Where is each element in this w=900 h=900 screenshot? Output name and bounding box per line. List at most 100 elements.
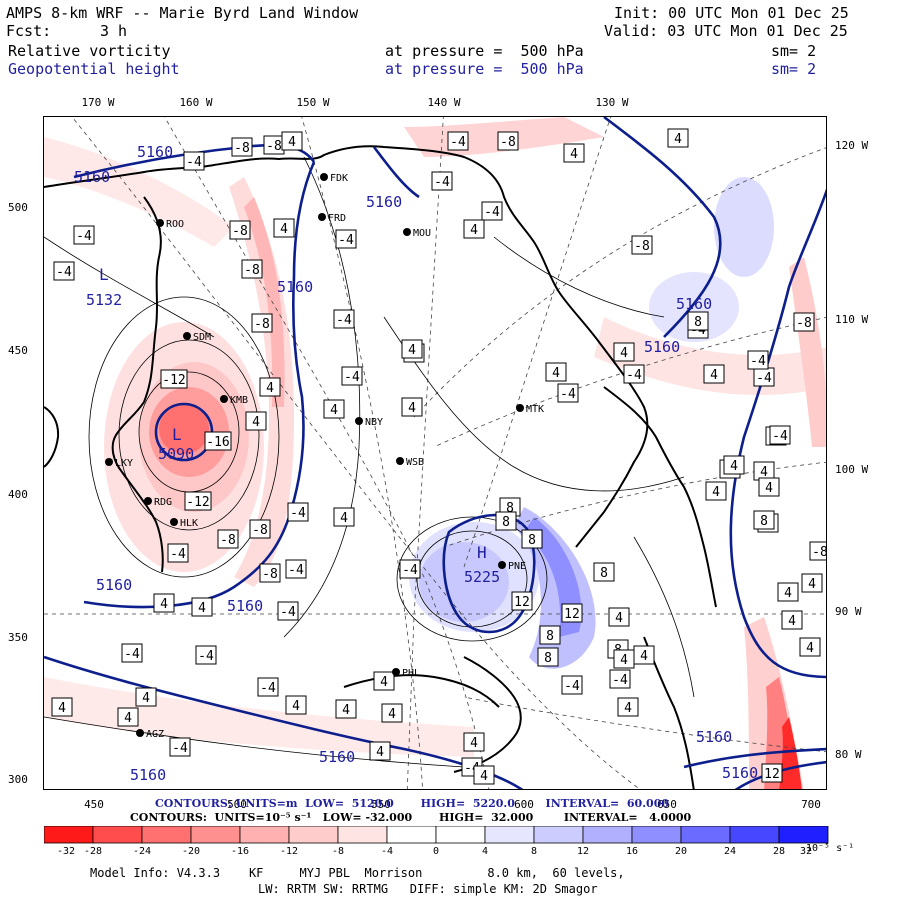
svg-text:-8: -8 bbox=[220, 533, 236, 548]
vorticity-label: 12 bbox=[561, 603, 583, 623]
lon-label: 140 W bbox=[427, 96, 461, 109]
vorticity-label: 4 bbox=[781, 610, 803, 630]
svg-text:-4: -4 bbox=[484, 205, 500, 220]
svg-text:-4: -4 bbox=[756, 371, 772, 386]
svg-text:-8: -8 bbox=[262, 567, 278, 582]
vorticity-label: -4 bbox=[609, 669, 631, 689]
svg-text:8: 8 bbox=[694, 315, 702, 330]
vorticity-label: 4 bbox=[617, 697, 639, 717]
svg-text:-16: -16 bbox=[206, 435, 229, 450]
svg-text:4: 4 bbox=[640, 649, 648, 664]
colorbar-tick: -24 bbox=[132, 846, 152, 857]
svg-text:-4: -4 bbox=[56, 265, 72, 280]
svg-text:4: 4 bbox=[408, 401, 416, 416]
vorticity-label: -4 bbox=[557, 383, 579, 403]
vorticity-label: -8 bbox=[229, 220, 251, 240]
colorbar-tick: -16 bbox=[230, 846, 250, 857]
svg-text:-4: -4 bbox=[626, 368, 642, 383]
vorticity-label: -12 bbox=[160, 369, 188, 389]
vorticity-label: 4 bbox=[633, 645, 655, 665]
svg-text:4: 4 bbox=[710, 368, 718, 383]
svg-text:4: 4 bbox=[730, 459, 738, 474]
vorticity-labels: -8 -8-4-8-4-4-84-4 -8-4-44-8-444-44-8-12-1… bbox=[51, 128, 827, 785]
svg-text:4: 4 bbox=[408, 343, 416, 358]
grid-y-label: 300 bbox=[8, 773, 28, 786]
svg-text:4: 4 bbox=[615, 611, 623, 626]
vorticity-label: 4 bbox=[545, 362, 567, 382]
vorticity-label: -8 bbox=[631, 235, 653, 255]
svg-text:-4: -4 bbox=[336, 313, 352, 328]
svg-text:-8: -8 bbox=[796, 316, 812, 331]
height-label: 5160 bbox=[74, 168, 110, 186]
svg-text:-4: -4 bbox=[564, 679, 580, 694]
svg-text:-4: -4 bbox=[338, 233, 354, 248]
lon-label: 130 W bbox=[595, 96, 629, 109]
colorbar bbox=[44, 826, 829, 844]
field2-smoothing: sm= 2 bbox=[771, 60, 817, 78]
vorticity-label: 8 bbox=[521, 529, 543, 549]
svg-text:-4: -4 bbox=[172, 741, 188, 756]
vorticity-label: 4 bbox=[463, 219, 485, 239]
grid-x-label: 600 bbox=[514, 798, 534, 811]
colorbar-segment bbox=[190, 826, 241, 844]
vorticity-label: 4 bbox=[473, 765, 495, 785]
svg-text:4: 4 bbox=[480, 769, 488, 784]
svg-text:-4: -4 bbox=[288, 563, 304, 578]
vorticity-label: 4 bbox=[273, 218, 295, 238]
svg-text:4: 4 bbox=[198, 601, 206, 616]
vorticity-label: -12 bbox=[184, 491, 212, 511]
svg-text:4: 4 bbox=[712, 485, 720, 500]
colorbar-segment bbox=[435, 826, 486, 844]
svg-text:-8: -8 bbox=[812, 545, 827, 560]
field1-name: Relative vorticity bbox=[8, 42, 171, 60]
svg-text:-4: -4 bbox=[434, 175, 450, 190]
lon-label: 160 W bbox=[179, 96, 213, 109]
svg-text:-12: -12 bbox=[186, 495, 209, 510]
svg-text:4: 4 bbox=[340, 511, 348, 526]
svg-text:4: 4 bbox=[624, 701, 632, 716]
height-label: 5160 bbox=[366, 193, 402, 211]
lon-label-right: 100 W bbox=[835, 463, 869, 476]
vorticity-label: -4 bbox=[285, 559, 307, 579]
svg-text:AGZ: AGZ bbox=[146, 729, 164, 740]
vorticity-label: -4 bbox=[333, 309, 355, 329]
svg-text:4: 4 bbox=[470, 223, 478, 238]
vorticity-label: 4 bbox=[373, 671, 395, 691]
colorbar-tick: 16 bbox=[625, 846, 639, 857]
svg-text:4: 4 bbox=[620, 653, 628, 668]
svg-text:12: 12 bbox=[564, 607, 580, 622]
vorticity-label: 4 bbox=[799, 637, 821, 657]
vorticity-label: 4 bbox=[381, 703, 403, 723]
svg-text:12: 12 bbox=[764, 767, 780, 782]
svg-text:-4: -4 bbox=[198, 649, 214, 664]
svg-text:-8: -8 bbox=[252, 523, 268, 538]
vorticity-label: -4 bbox=[121, 643, 143, 663]
colorbar-tick: 4 bbox=[481, 846, 489, 857]
low-center-marker: L bbox=[99, 265, 109, 284]
svg-text:4: 4 bbox=[765, 481, 773, 496]
low-center-value: 5132 bbox=[86, 291, 122, 309]
vorticity-label: 4 bbox=[281, 131, 303, 151]
station-fdk: FDK bbox=[320, 173, 348, 184]
svg-text:4: 4 bbox=[342, 703, 350, 718]
vorticity-label: -4 bbox=[73, 225, 95, 245]
vorticity-label: -8 bbox=[793, 312, 815, 332]
svg-text:4: 4 bbox=[784, 586, 792, 601]
vorticity-label: -4 bbox=[183, 151, 205, 171]
station-mou: MOU bbox=[403, 228, 431, 239]
svg-text:4: 4 bbox=[142, 691, 150, 706]
svg-text:-4: -4 bbox=[450, 135, 466, 150]
svg-text:-4: -4 bbox=[750, 354, 766, 369]
stations: ROO FDK FRD MOU SDM KMB NBY MTK WSB LKY RDG HLK PNE P… bbox=[105, 173, 544, 740]
high-center-value: 5225 bbox=[464, 568, 500, 586]
colorbar-segment bbox=[631, 826, 682, 844]
lon-label-right: 120 W bbox=[835, 139, 869, 152]
svg-text:4: 4 bbox=[620, 346, 628, 361]
grid-x-label: 550 bbox=[371, 798, 391, 811]
vorticity-label: 4 bbox=[613, 342, 635, 362]
vorticity-label: 4 bbox=[401, 397, 423, 417]
vorticity-label: -4 bbox=[623, 364, 645, 384]
vorticity-label: 4 bbox=[401, 339, 423, 359]
station-kmb: KMB bbox=[220, 395, 248, 406]
vorticity-label: -4 bbox=[431, 171, 453, 191]
